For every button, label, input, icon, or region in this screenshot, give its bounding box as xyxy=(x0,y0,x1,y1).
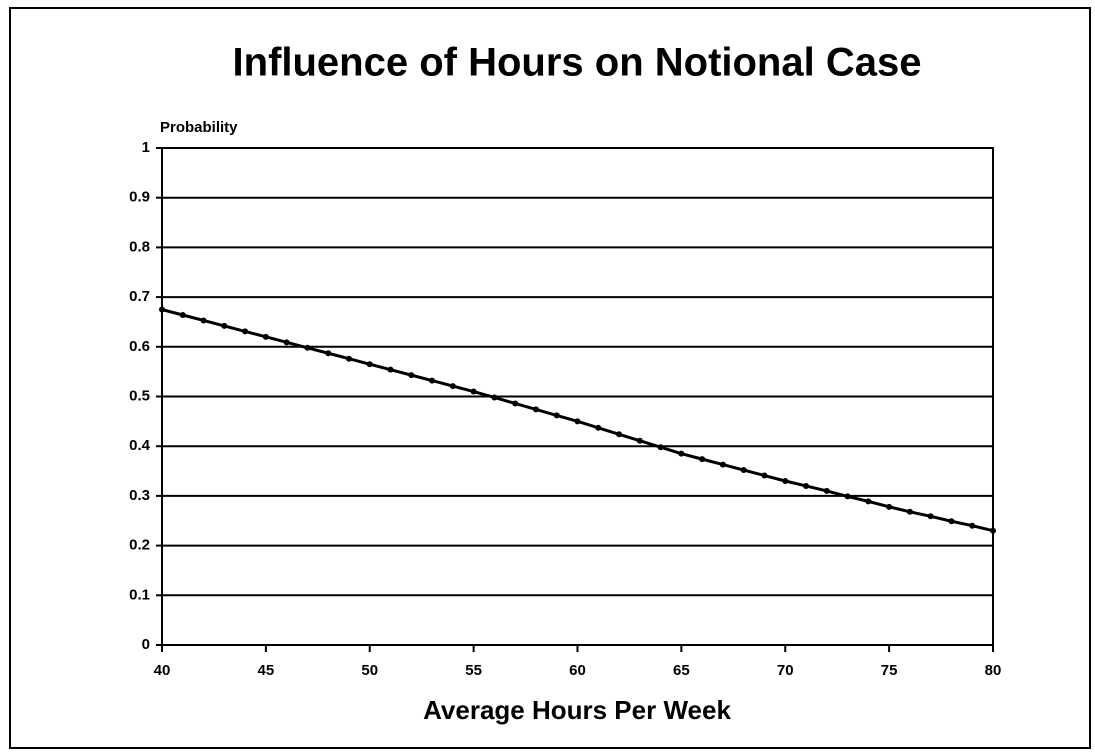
x-tick-label: 80 xyxy=(985,662,1002,679)
data-point xyxy=(678,450,685,457)
y-tick-label: 0.9 xyxy=(129,189,150,206)
data-point xyxy=(927,513,934,520)
data-point xyxy=(782,477,789,484)
data-point xyxy=(283,339,290,346)
x-tick-label: 55 xyxy=(465,662,482,679)
data-point xyxy=(221,322,228,329)
data-point xyxy=(242,328,249,335)
x-tick-label: 60 xyxy=(569,662,586,679)
data-point xyxy=(159,306,165,313)
data-point xyxy=(200,317,207,324)
data-point xyxy=(719,461,726,468)
data-point xyxy=(906,508,913,515)
data-point xyxy=(636,437,643,444)
data-point xyxy=(657,444,664,451)
data-point xyxy=(740,467,747,474)
data-point xyxy=(553,412,560,419)
x-tick-label: 65 xyxy=(673,662,690,679)
data-point xyxy=(512,400,519,407)
data-point xyxy=(886,503,893,510)
data-point xyxy=(865,498,872,505)
data-point xyxy=(470,388,477,395)
data-point xyxy=(595,424,602,431)
frame xyxy=(9,7,1091,749)
x-tick-label: 70 xyxy=(777,662,794,679)
data-point xyxy=(325,350,332,357)
data-point xyxy=(803,482,810,489)
data-point xyxy=(844,493,851,500)
data-point xyxy=(387,366,394,373)
y-tick-label: 0.7 xyxy=(129,288,150,305)
plot-area xyxy=(161,147,994,646)
data-point xyxy=(345,355,352,362)
data-point xyxy=(969,522,976,529)
data-point xyxy=(491,394,498,401)
y-tick-label: 0.4 xyxy=(129,437,151,454)
y-tick-label: 0 xyxy=(142,636,150,653)
data-point xyxy=(532,406,539,413)
y-tick-label: 0.3 xyxy=(129,487,150,504)
data-point xyxy=(262,333,269,340)
data-point xyxy=(699,456,706,463)
x-tick-label: 75 xyxy=(881,662,898,679)
data-point xyxy=(616,431,623,438)
data-point xyxy=(948,518,955,525)
y-tick-label: 0.2 xyxy=(129,537,150,554)
data-point xyxy=(408,372,415,379)
x-axis-label: Average Hours Per Week xyxy=(423,695,731,725)
y-tick-label: 1 xyxy=(142,139,150,156)
y-tick-label: 0.5 xyxy=(129,387,150,404)
data-point xyxy=(574,418,581,425)
x-tick-label: 45 xyxy=(258,662,275,679)
x-tick-label: 50 xyxy=(361,662,378,679)
data-point xyxy=(304,344,311,351)
data-point xyxy=(179,311,186,318)
x-tick-label: 40 xyxy=(154,662,171,679)
data-point xyxy=(366,361,373,368)
data-point xyxy=(761,472,768,479)
chart-title: Influence of Hours on Notional Case xyxy=(233,41,922,85)
data-point xyxy=(823,487,830,494)
data-point xyxy=(429,377,436,384)
data-point xyxy=(990,527,996,534)
y-tick-label: 0.8 xyxy=(129,238,150,255)
y-axis-label: Probability xyxy=(160,119,238,136)
y-tick-label: 0.1 xyxy=(129,586,150,603)
data-point xyxy=(449,383,456,390)
y-tick-label: 0.6 xyxy=(129,338,150,355)
